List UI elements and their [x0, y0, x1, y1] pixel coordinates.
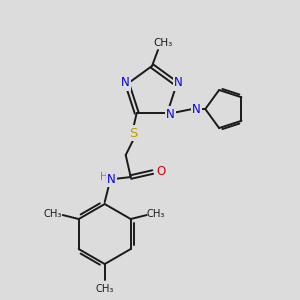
Text: CH₃: CH₃ — [44, 209, 62, 219]
Text: N: N — [192, 103, 201, 116]
Text: N: N — [166, 107, 175, 121]
Text: CH₃: CH₃ — [95, 284, 114, 294]
Text: N: N — [174, 76, 183, 89]
Text: N: N — [107, 172, 116, 185]
Text: S: S — [130, 127, 138, 140]
Text: CH₃: CH₃ — [153, 38, 172, 48]
Text: O: O — [156, 164, 165, 178]
Text: CH₃: CH₃ — [146, 209, 165, 219]
Text: H: H — [100, 172, 108, 182]
Text: N: N — [121, 76, 130, 89]
